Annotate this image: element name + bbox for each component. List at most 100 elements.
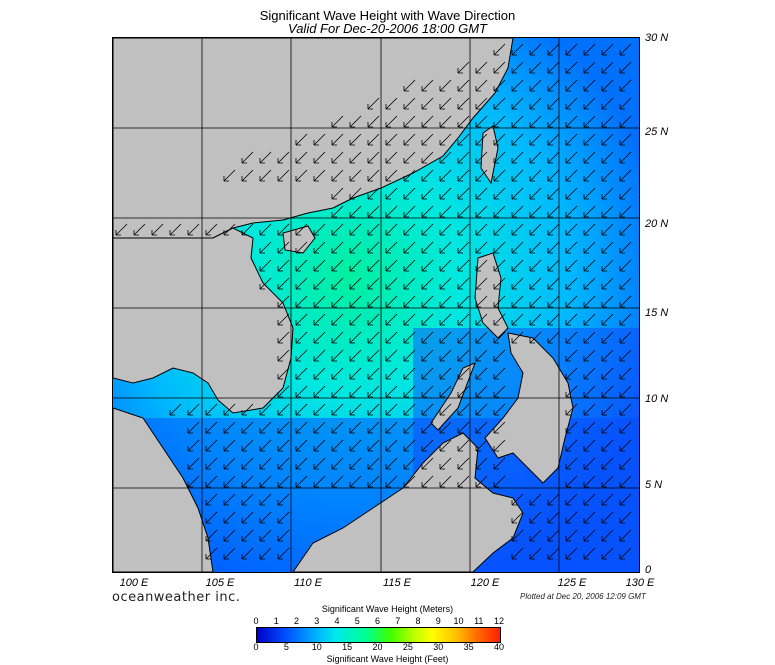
wave-direction-arrow: [295, 295, 308, 308]
wave-direction-arrow: [277, 385, 290, 398]
wave-direction-arrow: [511, 43, 524, 56]
wave-direction-arrow: [457, 259, 470, 272]
wave-direction-arrow: [241, 403, 254, 416]
wave-direction-arrow: [547, 43, 560, 56]
wave-direction-arrow: [511, 79, 524, 92]
wave-direction-arrow: [331, 367, 344, 380]
wave-direction-arrow: [529, 295, 542, 308]
borneo-land: [292, 432, 524, 572]
wave-direction-arrow: [457, 313, 470, 326]
wave-direction-arrow: [475, 79, 488, 92]
wave-direction-arrow: [241, 223, 254, 236]
wave-direction-arrow: [331, 241, 344, 254]
wave-direction-arrow: [493, 187, 506, 200]
wave-direction-arrow: [187, 421, 200, 434]
wave-direction-arrow: [457, 205, 470, 218]
wave-direction-arrow: [223, 421, 236, 434]
wave-direction-arrow: [493, 169, 506, 182]
wave-direction-arrow: [529, 169, 542, 182]
wave-direction-arrow: [367, 187, 380, 200]
wave-direction-arrow: [313, 313, 326, 326]
lat-label-15n: 15 N: [645, 307, 669, 319]
wave-direction-arrow: [205, 493, 218, 506]
wave-direction-arrow: [547, 187, 560, 200]
wave-direction-arrow: [583, 403, 596, 416]
wave-direction-arrow: [619, 223, 632, 236]
wave-direction-arrow: [457, 151, 470, 164]
wave-direction-arrow: [583, 313, 596, 326]
wave-direction-arrow: [295, 439, 308, 452]
wave-direction-arrow: [619, 367, 632, 380]
wave-direction-arrow: [565, 493, 578, 506]
wave-direction-arrow: [619, 331, 632, 344]
wave-direction-arrow: [583, 385, 596, 398]
wave-direction-arrow: [457, 295, 470, 308]
lat-label-25n: 25 N: [645, 126, 669, 138]
wave-direction-arrow: [205, 421, 218, 434]
wave-direction-arrow: [367, 439, 380, 452]
wave-direction-arrow: [259, 439, 272, 452]
colorbar-feet-tick: 5: [283, 642, 289, 652]
wave-direction-arrow: [295, 457, 308, 470]
wave-direction-arrow: [601, 115, 614, 128]
colorbar-meter-tick: 6: [374, 616, 380, 626]
wave-direction-arrow: [205, 529, 218, 542]
wave-direction-arrow: [331, 475, 344, 488]
wave-direction-arrow: [349, 475, 362, 488]
wave-direction-arrow: [511, 277, 524, 290]
wave-direction-arrow: [439, 295, 452, 308]
wave-direction-arrow: [601, 43, 614, 56]
wave-direction-arrow: [475, 295, 488, 308]
wave-direction-arrow: [439, 403, 452, 416]
wave-direction-arrow: [403, 367, 416, 380]
wave-direction-arrow: [403, 97, 416, 110]
wave-direction-arrow: [547, 151, 560, 164]
wave-direction-arrow: [439, 421, 452, 434]
wave-direction-arrow: [529, 241, 542, 254]
wave-direction-arrow: [367, 115, 380, 128]
wave-direction-arrow: [421, 331, 434, 344]
wave-direction-arrow: [565, 79, 578, 92]
wave-direction-arrow: [493, 61, 506, 74]
wave-direction-arrow: [151, 223, 164, 236]
wave-direction-arrow: [565, 421, 578, 434]
colorbar-meter-tick: 3: [314, 616, 320, 626]
colorbar-feet-tick: 35: [463, 642, 474, 652]
wave-direction-arrow: [565, 511, 578, 524]
wave-direction-arrow: [565, 439, 578, 452]
wave-direction-arrow: [547, 331, 560, 344]
wave-direction-arrow: [367, 151, 380, 164]
wave-direction-arrow: [583, 187, 596, 200]
wave-direction-arrow: [403, 403, 416, 416]
wave-direction-arrow: [565, 349, 578, 362]
wave-direction-arrow: [619, 259, 632, 272]
wave-direction-arrow: [493, 277, 506, 290]
wave-direction-arrow: [385, 223, 398, 236]
wave-direction-arrow: [223, 457, 236, 470]
wave-direction-arrow: [439, 277, 452, 290]
lon-label-130e: 130 E: [625, 577, 655, 589]
wave-direction-arrow: [511, 97, 524, 110]
wave-direction-arrow: [547, 277, 560, 290]
wave-direction-arrow: [277, 421, 290, 434]
wave-direction-arrow: [583, 439, 596, 452]
wave-direction-arrow: [565, 295, 578, 308]
wave-direction-arrow: [601, 529, 614, 542]
wave-direction-arrow: [367, 241, 380, 254]
wave-direction-arrow: [349, 223, 362, 236]
wave-direction-arrow: [619, 403, 632, 416]
wave-direction-arrow: [511, 295, 524, 308]
wave-direction-arrow: [439, 385, 452, 398]
wave-direction-arrow: [115, 223, 128, 236]
wave-direction-arrow: [331, 403, 344, 416]
wave-direction-arrow: [349, 151, 362, 164]
wave-direction-arrow: [241, 529, 254, 542]
wave-direction-arrow: [421, 349, 434, 362]
wave-direction-arrow: [565, 259, 578, 272]
wave-direction-arrow: [493, 97, 506, 110]
wave-direction-arrow: [493, 313, 506, 326]
wave-direction-arrow: [277, 313, 290, 326]
wave-direction-arrow: [313, 457, 326, 470]
wave-direction-arrow: [619, 43, 632, 56]
wave-direction-arrow: [601, 133, 614, 146]
